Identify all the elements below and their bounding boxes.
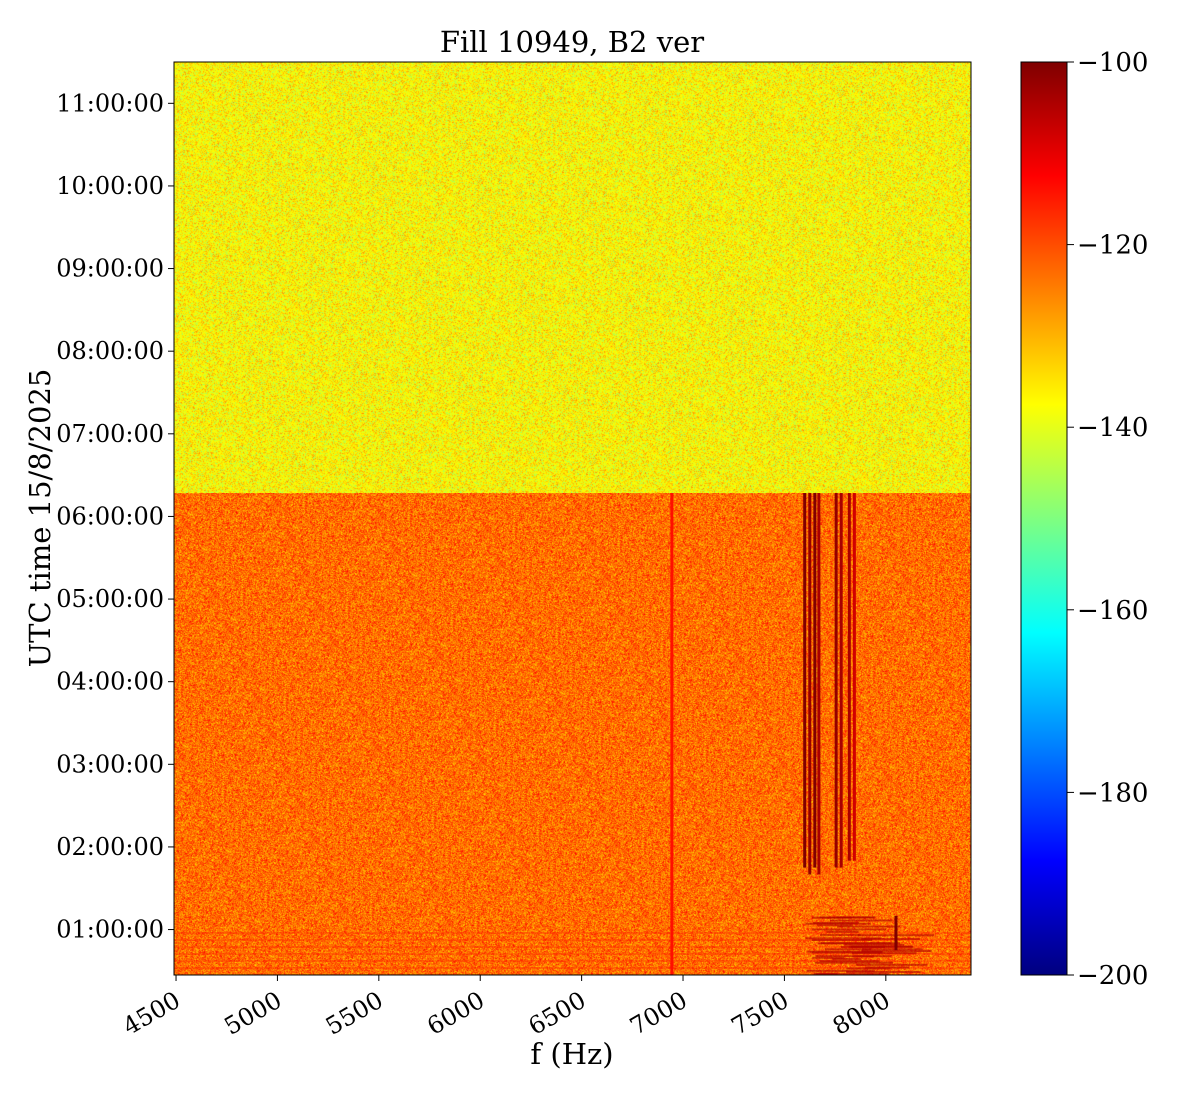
- y-tick-label: 06:00:00: [56, 502, 164, 530]
- burst-streak: [844, 943, 905, 946]
- x-axis: 4500 5000 5500 6000 6500 7000 7500 8000: [118, 975, 895, 1041]
- burst-streak: [814, 961, 893, 964]
- colorbar-tick-label: −180: [1077, 778, 1148, 808]
- x-tick-label: 4500: [118, 986, 185, 1041]
- y-axis-label: UTC time 15/8/2025: [23, 369, 57, 668]
- burst-streak: [826, 930, 859, 933]
- burst-streak: [820, 942, 901, 945]
- y-tick-label: 01:00:00: [56, 916, 164, 944]
- burst-streak: [817, 924, 853, 927]
- burst-streak: [806, 969, 875, 972]
- burst-streak: [819, 960, 880, 963]
- burst-streak: [865, 966, 910, 969]
- noise-stripe: [174, 953, 971, 955]
- spectral-line-9: [894, 915, 898, 951]
- y-tick-label: 02:00:00: [56, 833, 164, 861]
- burst-streak: [820, 933, 861, 936]
- x-tick-label: 5500: [321, 986, 388, 1041]
- colorbar: [1020, 61, 1068, 976]
- x-tick-label: 5000: [220, 986, 287, 1041]
- spectral-line-1: [808, 493, 812, 875]
- noise-stripe: [174, 967, 971, 969]
- spectral-line-8: [670, 493, 674, 975]
- spectral-line-6: [847, 493, 851, 861]
- plot-area: [174, 62, 971, 975]
- y-axis: 01:00:00 02:00:00 03:00:00 04:00:00 05:00:00…: [56, 89, 174, 944]
- spectral-line-5: [839, 493, 843, 868]
- x-tick-label: 8000: [828, 986, 895, 1041]
- burst-streak: [855, 963, 928, 966]
- y-tick-label: 03:00:00: [56, 750, 164, 778]
- burst-streak: [837, 925, 901, 928]
- x-axis-label: f (Hz): [530, 1037, 613, 1071]
- spectral-line-7: [852, 493, 856, 861]
- burst-streak: [861, 950, 932, 953]
- spectral-line-3: [817, 493, 821, 875]
- burst-streak: [861, 938, 920, 941]
- y-tick-label: 11:00:00: [56, 89, 164, 117]
- burst-streak: [846, 970, 921, 973]
- y-tick-label: 08:00:00: [56, 337, 164, 365]
- plot-frame: [173, 61, 972, 976]
- spectral-line-0: [803, 493, 807, 868]
- colorbar-tick-label: −100: [1077, 48, 1148, 78]
- burst-streak: [862, 948, 923, 951]
- chart-title: Fill 10949, B2 ver: [440, 25, 704, 59]
- colorbar-tick-label: −160: [1077, 596, 1148, 626]
- y-tick-label: 09:00:00: [56, 255, 164, 283]
- burst-streak: [815, 972, 889, 975]
- burst-streak: [811, 938, 873, 941]
- burst-streak: [824, 948, 872, 951]
- spectrogram-region-1: [174, 493, 971, 975]
- burst-streak: [813, 921, 859, 924]
- burst-streak: [849, 946, 886, 949]
- colorbar-ticks: −100 −120 −140 −160 −180 −200: [1067, 48, 1148, 991]
- noise-stripe: [174, 946, 971, 948]
- burst-streak: [811, 928, 887, 931]
- x-tick-label: 6500: [524, 986, 591, 1041]
- burst-streak: [829, 919, 893, 922]
- burst-streak: [813, 972, 838, 975]
- spectral-line-4: [834, 493, 838, 868]
- noise-stripe: [174, 960, 971, 962]
- spectrogram-region-0: [174, 62, 971, 494]
- spectral-line-2: [813, 493, 817, 868]
- burst-streak: [812, 956, 845, 959]
- burst-streak: [811, 951, 883, 954]
- noise-stripe: [174, 932, 971, 934]
- colorbar-tick-label: −140: [1077, 413, 1148, 443]
- burst-streak: [851, 952, 917, 955]
- y-tick-label: 04:00:00: [56, 668, 164, 696]
- noise-stripe: [174, 939, 971, 941]
- y-tick-label: 05:00:00: [56, 585, 164, 613]
- burst-streak: [805, 937, 882, 940]
- x-tick-label: 6000: [422, 986, 489, 1041]
- y-tick-label: 07:00:00: [56, 420, 164, 448]
- y-tick-label: 10:00:00: [56, 172, 164, 200]
- x-tick-label: 7500: [727, 986, 794, 1041]
- colorbar-tick-label: −120: [1077, 231, 1148, 261]
- burst-streak: [832, 958, 861, 961]
- colorbar-tick-label: −200: [1077, 961, 1148, 991]
- burst-streak: [852, 955, 874, 958]
- x-tick-label: 7000: [625, 986, 692, 1041]
- burst-streak: [812, 916, 852, 919]
